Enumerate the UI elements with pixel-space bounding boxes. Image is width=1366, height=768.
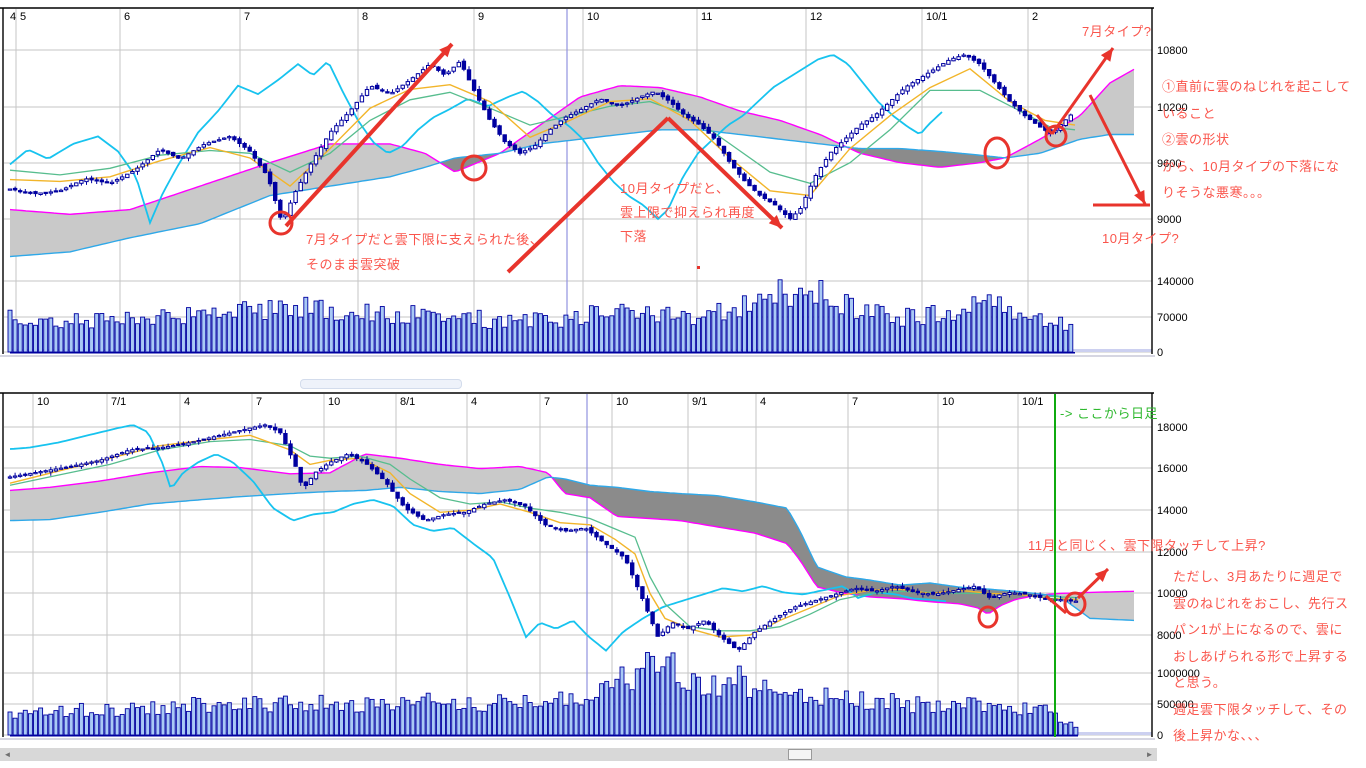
svg-text:9600: 9600 — [1157, 158, 1181, 170]
svg-text:0: 0 — [1157, 730, 1163, 742]
svg-text:10/1: 10/1 — [1022, 396, 1043, 408]
note-line: 週足雲下限タッチして、その — [1173, 701, 1348, 717]
svg-text:11: 11 — [701, 11, 712, 23]
svg-text:7/1: 7/1 — [111, 396, 126, 408]
svg-text:12000: 12000 — [1157, 547, 1188, 559]
note-line: ①直前に雲のねじれを起こして — [1162, 79, 1351, 94]
svg-text:14000: 14000 — [1157, 505, 1188, 517]
note-line: ②雲の形状 — [1162, 132, 1230, 147]
svg-text:7: 7 — [244, 11, 250, 23]
annotation-nov-note: 11月と同じく、雲下限タッチして上昇? — [1028, 538, 1266, 553]
svg-text:7: 7 — [852, 396, 858, 408]
annotation-july-scenario-line1: 7月タイプだと雲下限に支えられた後、 — [306, 232, 544, 247]
weekly-chart[interactable]: 10 7/1 4 7 10 8/1 4 7 10 9/1 4 7 10 10/1 18000 16000 140… — [0, 392, 1200, 742]
svg-text:9/1: 9/1 — [692, 396, 707, 408]
top-chart-scrollbar-thumb[interactable] — [300, 379, 462, 389]
daily-chart-candles — [7, 53, 1073, 221]
svg-text:9: 9 — [478, 11, 484, 23]
svg-text:10: 10 — [328, 396, 340, 408]
svg-text:6: 6 — [124, 11, 130, 23]
svg-text:5: 5 — [20, 11, 26, 23]
svg-text:10: 10 — [587, 11, 599, 23]
scroll-right-button[interactable]: ► — [1142, 748, 1157, 761]
annotation-daily-from-here: -> ここから日足 — [1060, 406, 1159, 421]
annotation-oct-type-question: 10月タイプ? — [1102, 231, 1180, 246]
svg-text:10: 10 — [616, 396, 628, 408]
daily-chart-volume — [7, 279, 1074, 353]
note-line: おしあげられる形で上昇する — [1173, 648, 1349, 664]
svg-text:7: 7 — [544, 396, 550, 408]
daily-chart[interactable]: 4 5 6 7 8 9 10 11 12 10/1 2 10800 10200 9600 9000 14000… — [0, 7, 1194, 359]
svg-text:70000: 70000 — [1157, 312, 1188, 324]
svg-text:1000000: 1000000 — [1157, 668, 1200, 680]
annotation-top-right-note: ①直前に雲のねじれを起こして いること ②雲の形状 から、10月タイプの下落にな… — [1162, 74, 1351, 207]
svg-text:9000: 9000 — [1157, 214, 1181, 226]
note-line: 後上昇かな、、、 — [1173, 728, 1269, 743]
scroll-left-button[interactable]: ◄ — [0, 748, 15, 761]
note-line: りそうな悪寒。。。 — [1162, 185, 1271, 200]
annotation-oct-scenario-line1: 10月タイプだと、 — [620, 181, 730, 196]
svg-text:4: 4 — [184, 396, 190, 408]
scrollbar-thumb[interactable] — [788, 749, 812, 760]
note-line: 雲のねじれをおこし、先行ス — [1173, 595, 1349, 611]
annotation-oct-scenario-line3: 下落 — [620, 229, 648, 244]
svg-text:4: 4 — [10, 11, 16, 23]
svg-text:140000: 140000 — [1157, 276, 1194, 288]
annotation-bottom-right-note: ただし、3月あたりに週足で 雲のねじれをおこし、先行ス パン1が上になるので、雲… — [1173, 564, 1349, 750]
svg-text:8000: 8000 — [1157, 630, 1181, 642]
svg-text:7: 7 — [256, 396, 262, 408]
svg-text:12: 12 — [810, 11, 822, 23]
note-line: と思う。 — [1173, 675, 1227, 690]
svg-text:16000: 16000 — [1157, 463, 1188, 475]
svg-text:18000: 18000 — [1157, 422, 1188, 434]
annotation-july-type-question: 7月タイプ? — [1082, 24, 1152, 39]
svg-text:4: 4 — [471, 396, 477, 408]
svg-text:0: 0 — [1157, 347, 1163, 359]
note-line: ただし、3月あたりに週足で — [1173, 569, 1343, 584]
weekly-chart-volume — [7, 652, 1079, 736]
horizontal-scrollbar[interactable]: ◄ ► — [0, 748, 1157, 761]
note-line: パン1が上になるので、雲に — [1173, 622, 1343, 637]
annotation-july-scenario-line2: そのまま雲突破 — [306, 257, 401, 272]
svg-text:10000: 10000 — [1157, 588, 1188, 600]
svg-text:8/1: 8/1 — [400, 396, 415, 408]
svg-text:500000: 500000 — [1157, 699, 1194, 711]
svg-text:10: 10 — [37, 396, 49, 408]
svg-text:4: 4 — [760, 396, 766, 408]
note-line: から、10月タイプの下落にな — [1162, 158, 1340, 174]
annotation-oct-scenario-line2: 雲上限で抑えられ再度 — [620, 205, 756, 220]
svg-text:2: 2 — [1032, 11, 1038, 23]
svg-text:10800: 10800 — [1157, 45, 1188, 57]
note-line: いること — [1162, 105, 1217, 121]
svg-text:10/1: 10/1 — [926, 11, 947, 23]
svg-text:8: 8 — [362, 11, 368, 23]
svg-text:10: 10 — [942, 396, 954, 408]
svg-text:10200: 10200 — [1157, 102, 1188, 114]
weekly-chart-candles — [7, 423, 1079, 653]
